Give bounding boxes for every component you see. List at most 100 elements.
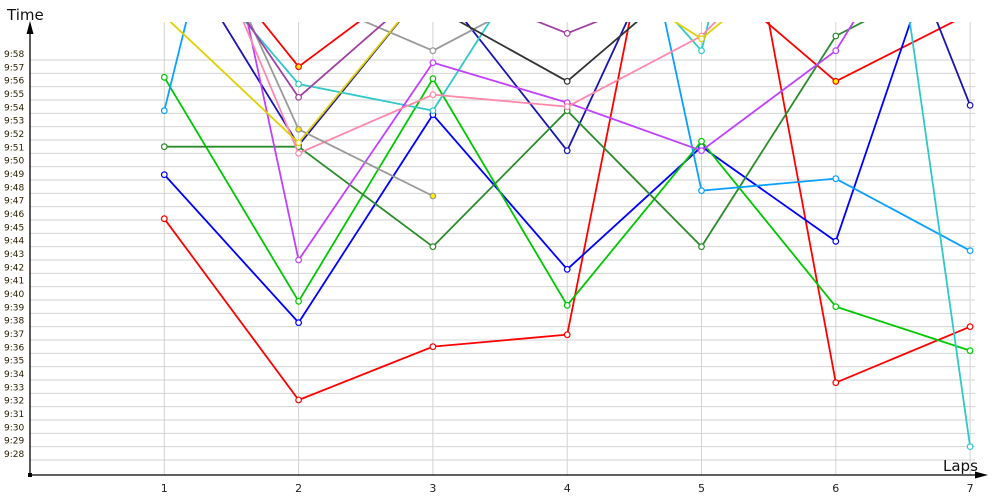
series-10 [248, 22, 437, 200]
y-tick-label: 9:39 [4, 303, 24, 313]
y-tick-label: 9:33 [4, 383, 24, 393]
series-12 [162, 13, 723, 147]
origin-marker [28, 473, 32, 477]
data-point [698, 147, 705, 155]
y-tick-label: 9:41 [4, 277, 24, 287]
data-point [966, 247, 974, 255]
data-point [966, 101, 974, 109]
data-point [295, 256, 303, 264]
data-point [832, 77, 840, 85]
y-tick-label: 9:31 [4, 410, 24, 420]
x-tick-label: 5 [698, 482, 705, 495]
data-point [295, 139, 303, 147]
series-7 [244, 22, 974, 451]
data-point [563, 77, 571, 85]
y-tick-label: 9:51 [4, 143, 24, 153]
data-point [429, 75, 437, 83]
data-point [429, 192, 437, 200]
series-8 [246, 22, 855, 264]
data-point [162, 13, 168, 19]
data-point [160, 73, 168, 81]
y-tick-label: 9:56 [4, 77, 24, 87]
series-11 [363, 22, 490, 55]
series-13 [246, 22, 599, 101]
series-2 [160, 22, 912, 327]
series-4 [160, 73, 974, 355]
y-tick-label: 9:35 [4, 357, 24, 367]
data-point [966, 323, 974, 331]
x-axis-arrow-icon [975, 471, 988, 479]
series-14 [430, 4, 639, 85]
data-point [429, 343, 437, 351]
data-point [832, 303, 840, 311]
x-axis-label: Laps [943, 457, 978, 475]
data-point [295, 319, 303, 327]
data-point [429, 243, 437, 251]
series-line [246, 22, 599, 99]
data-point [563, 103, 571, 111]
y-tick-label: 9:49 [4, 170, 24, 180]
data-point [295, 125, 303, 133]
data-point [698, 137, 705, 145]
data-point [429, 59, 437, 67]
data-point [429, 47, 437, 55]
data-point [563, 301, 571, 309]
x-tick-label: 4 [564, 482, 571, 495]
series-6 [160, 22, 974, 255]
data-point [832, 237, 840, 245]
data-point [430, 4, 436, 10]
data-point [160, 143, 168, 151]
data-point [563, 29, 571, 37]
x-tick-label: 6 [832, 482, 839, 495]
y-tick-label: 9:38 [4, 317, 24, 327]
data-point [698, 47, 705, 55]
data-point [295, 396, 303, 404]
data-point [563, 331, 571, 339]
y-tick-label: 9:42 [4, 263, 24, 273]
y-tick-label: 9:50 [4, 157, 24, 167]
y-tick-label: 9:37 [4, 330, 24, 340]
y-tick-label: 9:46 [4, 210, 24, 220]
data-point [832, 32, 840, 40]
data-point [429, 91, 437, 99]
y-tick-label: 9:53 [4, 117, 24, 127]
y-tick-labels: 9:28 9:29 9:30 9:31 9:32 9:33 9:34 9:35 9:36 9:37… [4, 50, 24, 460]
y-tick-label: 9:44 [4, 237, 24, 247]
y-tick-label: 9:48 [4, 183, 24, 193]
data-point [832, 47, 840, 55]
y-tick-label: 9:34 [4, 370, 24, 380]
data-point [429, 107, 437, 115]
x-tick-label: 7 [967, 482, 974, 495]
y-axis-label: Time [6, 6, 44, 24]
y-tick-label: 9:32 [4, 397, 24, 407]
y-axis-arrow-icon [26, 21, 34, 34]
x-tick-labels: 1 2 3 4 5 6 7 [161, 482, 974, 495]
data-point [966, 347, 974, 355]
data-point [832, 175, 840, 183]
data-point [698, 187, 705, 195]
x-tick-label: 2 [295, 482, 302, 495]
data-point [160, 171, 168, 179]
y-tick-label: 9:30 [4, 423, 24, 433]
y-tick-label: 9:47 [4, 197, 24, 207]
data-point [698, 35, 705, 43]
data-point [563, 147, 571, 155]
series-1 [261, 11, 973, 85]
x-tick-label: 1 [161, 482, 168, 495]
y-tick-label: 9:45 [4, 223, 24, 233]
y-tick-label: 9:55 [4, 90, 24, 100]
data-point [295, 149, 303, 157]
data-point [295, 297, 303, 305]
y-tick-label: 9:43 [4, 250, 24, 260]
y-tick-label: 9:28 [4, 450, 24, 460]
y-tick-label: 9:54 [4, 103, 24, 113]
y-tick-label: 9:29 [4, 437, 24, 447]
data-point [295, 93, 303, 101]
series-layer [160, 4, 974, 451]
data-point [967, 11, 973, 17]
data-point [563, 265, 571, 273]
data-point [966, 443, 974, 451]
y-tick-label: 9:57 [4, 63, 24, 73]
data-point [295, 80, 303, 88]
